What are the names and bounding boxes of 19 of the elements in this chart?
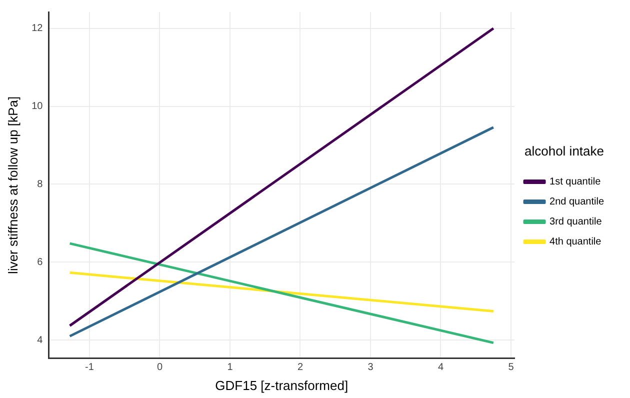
legend-label: 2nd quantile (550, 196, 604, 208)
y-tick-label: 6 (37, 256, 44, 268)
legend-label: 4th quantile (550, 236, 602, 248)
x-tick-label: 5 (508, 362, 514, 374)
y-tick-label: 12 (32, 23, 44, 34)
legend-title: alcohol intake (524, 143, 604, 158)
y-tick-label: 8 (37, 178, 44, 190)
x-tick-label: 2 (297, 362, 304, 374)
x-axis-title: GDF15 [z-transformed] (215, 378, 348, 393)
x-tick-label: -1 (85, 362, 94, 374)
y-tick-label: 10 (32, 101, 44, 112)
y-axis-title: liver stiffness at follow up [kPa] (5, 96, 20, 274)
x-tick-label: 4 (438, 362, 444, 374)
x-tick-label: 3 (368, 362, 374, 374)
y-tick-label: 4 (37, 334, 44, 346)
legend-label: 3rd quantile (550, 216, 602, 228)
x-tick-label: 1 (227, 362, 234, 374)
x-tick-label: 0 (156, 362, 163, 374)
legend-label: 1st quantile (550, 176, 602, 188)
